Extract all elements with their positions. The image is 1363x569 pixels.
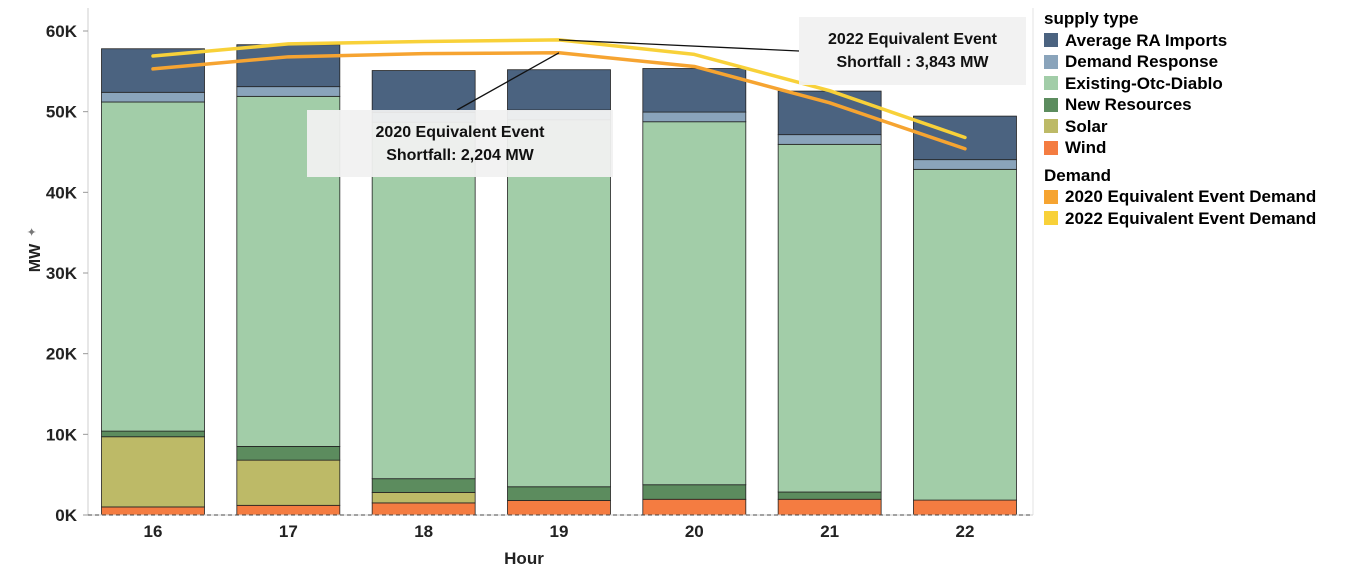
legend-item-average-ra-imports: Average RA Imports — [1044, 30, 1316, 52]
bar-segment-existing-otc-diablo-20 — [642, 121, 747, 486]
bar-segment-solar-17 — [236, 459, 341, 506]
legend-demand-header: Demand — [1044, 165, 1112, 185]
bar-segment-average-ra-imports-19 — [507, 69, 611, 111]
bar-segment-solar-18 — [371, 492, 476, 504]
bar-segment-wind-16 — [101, 506, 205, 516]
bar-segment-new-resources-20 — [642, 484, 747, 500]
legend-item-demand-response: Demand Response — [1044, 51, 1316, 73]
bar-segment-demand-response-16 — [101, 91, 205, 103]
legend-item-2022-equivalent-event-demand: 2022 Equivalent Event Demand — [1044, 208, 1316, 230]
legend-item-solar: Solar — [1044, 116, 1316, 138]
x-tick-label: 17 — [279, 522, 298, 541]
annotation-leader-line — [558, 39, 800, 52]
legend-swatch — [1044, 76, 1058, 91]
bar-segment-wind-17 — [236, 504, 341, 516]
bar-segment-wind-21 — [777, 498, 882, 516]
bar-segment-new-resources-19 — [507, 486, 611, 501]
bar-segment-average-ra-imports-17 — [236, 44, 341, 88]
y-axis-pin-icon: ✦ — [25, 227, 39, 237]
y-tick-label: 10K — [46, 425, 78, 444]
bar-segment-existing-otc-diablo-22 — [913, 168, 1017, 501]
legend-label: Average RA Imports — [1065, 30, 1228, 50]
y-tick-label: 40K — [46, 183, 78, 202]
legend-swatch — [1044, 140, 1058, 155]
legend-demand-list: 2020 Equivalent Event Demand 2022 Equival… — [1044, 186, 1316, 229]
bar-segment-wind-18 — [371, 502, 476, 516]
x-tick-label: 20 — [685, 522, 704, 541]
y-tick-label: 50K — [46, 103, 78, 122]
legend-label: Wind — [1065, 138, 1107, 157]
legend-label: Demand Response — [1065, 52, 1219, 71]
x-tick-label: 21 — [820, 522, 839, 541]
legend-label: Existing-Otc-Diablo — [1065, 73, 1223, 93]
axes-layer: 0K 10K 20K 30K 40K 50K 60K 16 17 18 19 20 21 22 Hour MW… — [25, 8, 1034, 568]
legend-swatch — [1044, 119, 1058, 134]
legend-swatch — [1044, 54, 1058, 69]
y-tick-label: 60K — [46, 22, 78, 41]
y-tick-label: 0K — [55, 506, 77, 525]
y-tick-label: 20K — [46, 345, 78, 364]
bar-segment-demand-response-21 — [777, 134, 882, 145]
annotation-value: Shortfall: 2,204 MW — [386, 147, 534, 164]
legend-label: 2020 Equivalent Event Demand — [1065, 187, 1317, 206]
annotation-value: Shortfall : 3,843 MW — [836, 54, 989, 71]
x-tick-label: 19 — [550, 522, 569, 541]
x-tick-label: 18 — [414, 522, 433, 541]
annotation-title: 2020 Equivalent Event — [376, 124, 546, 141]
x-tick-label: 16 — [144, 522, 163, 541]
x-tick-label: 22 — [956, 522, 975, 541]
legend-item-wind: Wind — [1044, 137, 1316, 159]
bar-segment-existing-otc-diablo-19 — [507, 119, 611, 488]
bar-segment-wind-22 — [913, 499, 1017, 516]
annotation-box — [799, 17, 1026, 85]
legend-swatch — [1044, 97, 1058, 112]
bar-segment-wind-19 — [507, 500, 611, 516]
legend-item-new-resources: New Resources — [1044, 94, 1316, 116]
legend-swatch — [1044, 189, 1058, 204]
y-axis-title: MW — [27, 243, 44, 272]
legend-label: New Resources — [1065, 95, 1192, 114]
bar-segment-new-resources-18 — [371, 478, 476, 493]
legend-swatch — [1044, 211, 1058, 226]
legend-item-existing-otc-diablo: Existing-Otc-Diablo — [1044, 73, 1316, 95]
bar-segment-demand-response-20 — [642, 111, 747, 123]
bar-segment-wind-20 — [642, 498, 747, 516]
bar-segment-average-ra-imports-18 — [371, 70, 476, 113]
bar-segment-existing-otc-diablo-21 — [777, 143, 882, 493]
bar-segment-demand-response-22 — [913, 159, 1017, 170]
x-axis-title: Hour — [504, 549, 544, 568]
bar-segment-new-resources-17 — [236, 446, 341, 461]
annotation-leader-line — [456, 52, 560, 111]
bar-segment-existing-otc-diablo-16 — [101, 101, 205, 432]
bar-segment-new-resources-16 — [101, 430, 205, 438]
legend-label: Solar — [1065, 116, 1108, 136]
annotations-layer: 2022 Equivalent Event Shortfall : 3,843 M… — [307, 17, 1026, 177]
bar-segment-new-resources-21 — [777, 491, 882, 500]
legend-item-2020-equivalent-event-demand: 2020 Equivalent Event Demand — [1044, 186, 1316, 208]
y-tick-label: 30K — [46, 264, 78, 283]
legend-swatch — [1044, 33, 1058, 48]
bars-layer — [101, 44, 1017, 516]
annotation-title: 2022 Equivalent Event — [828, 31, 998, 48]
legend-label: 2022 Equivalent Event Demand — [1065, 208, 1317, 228]
legend-supply-header: supply type — [1044, 9, 1139, 28]
bar-segment-solar-16 — [101, 436, 205, 508]
legend-supply-list: Average RA Imports Demand Response Existin… — [1044, 30, 1316, 159]
legend: supply type Average RA Imports Demand Res… — [1044, 8, 1316, 229]
annotation-box — [307, 110, 613, 177]
bar-segment-demand-response-17 — [236, 86, 341, 97]
bar-segment-average-ra-imports-21 — [777, 90, 882, 136]
bar-segment-existing-otc-diablo-18 — [371, 121, 476, 480]
